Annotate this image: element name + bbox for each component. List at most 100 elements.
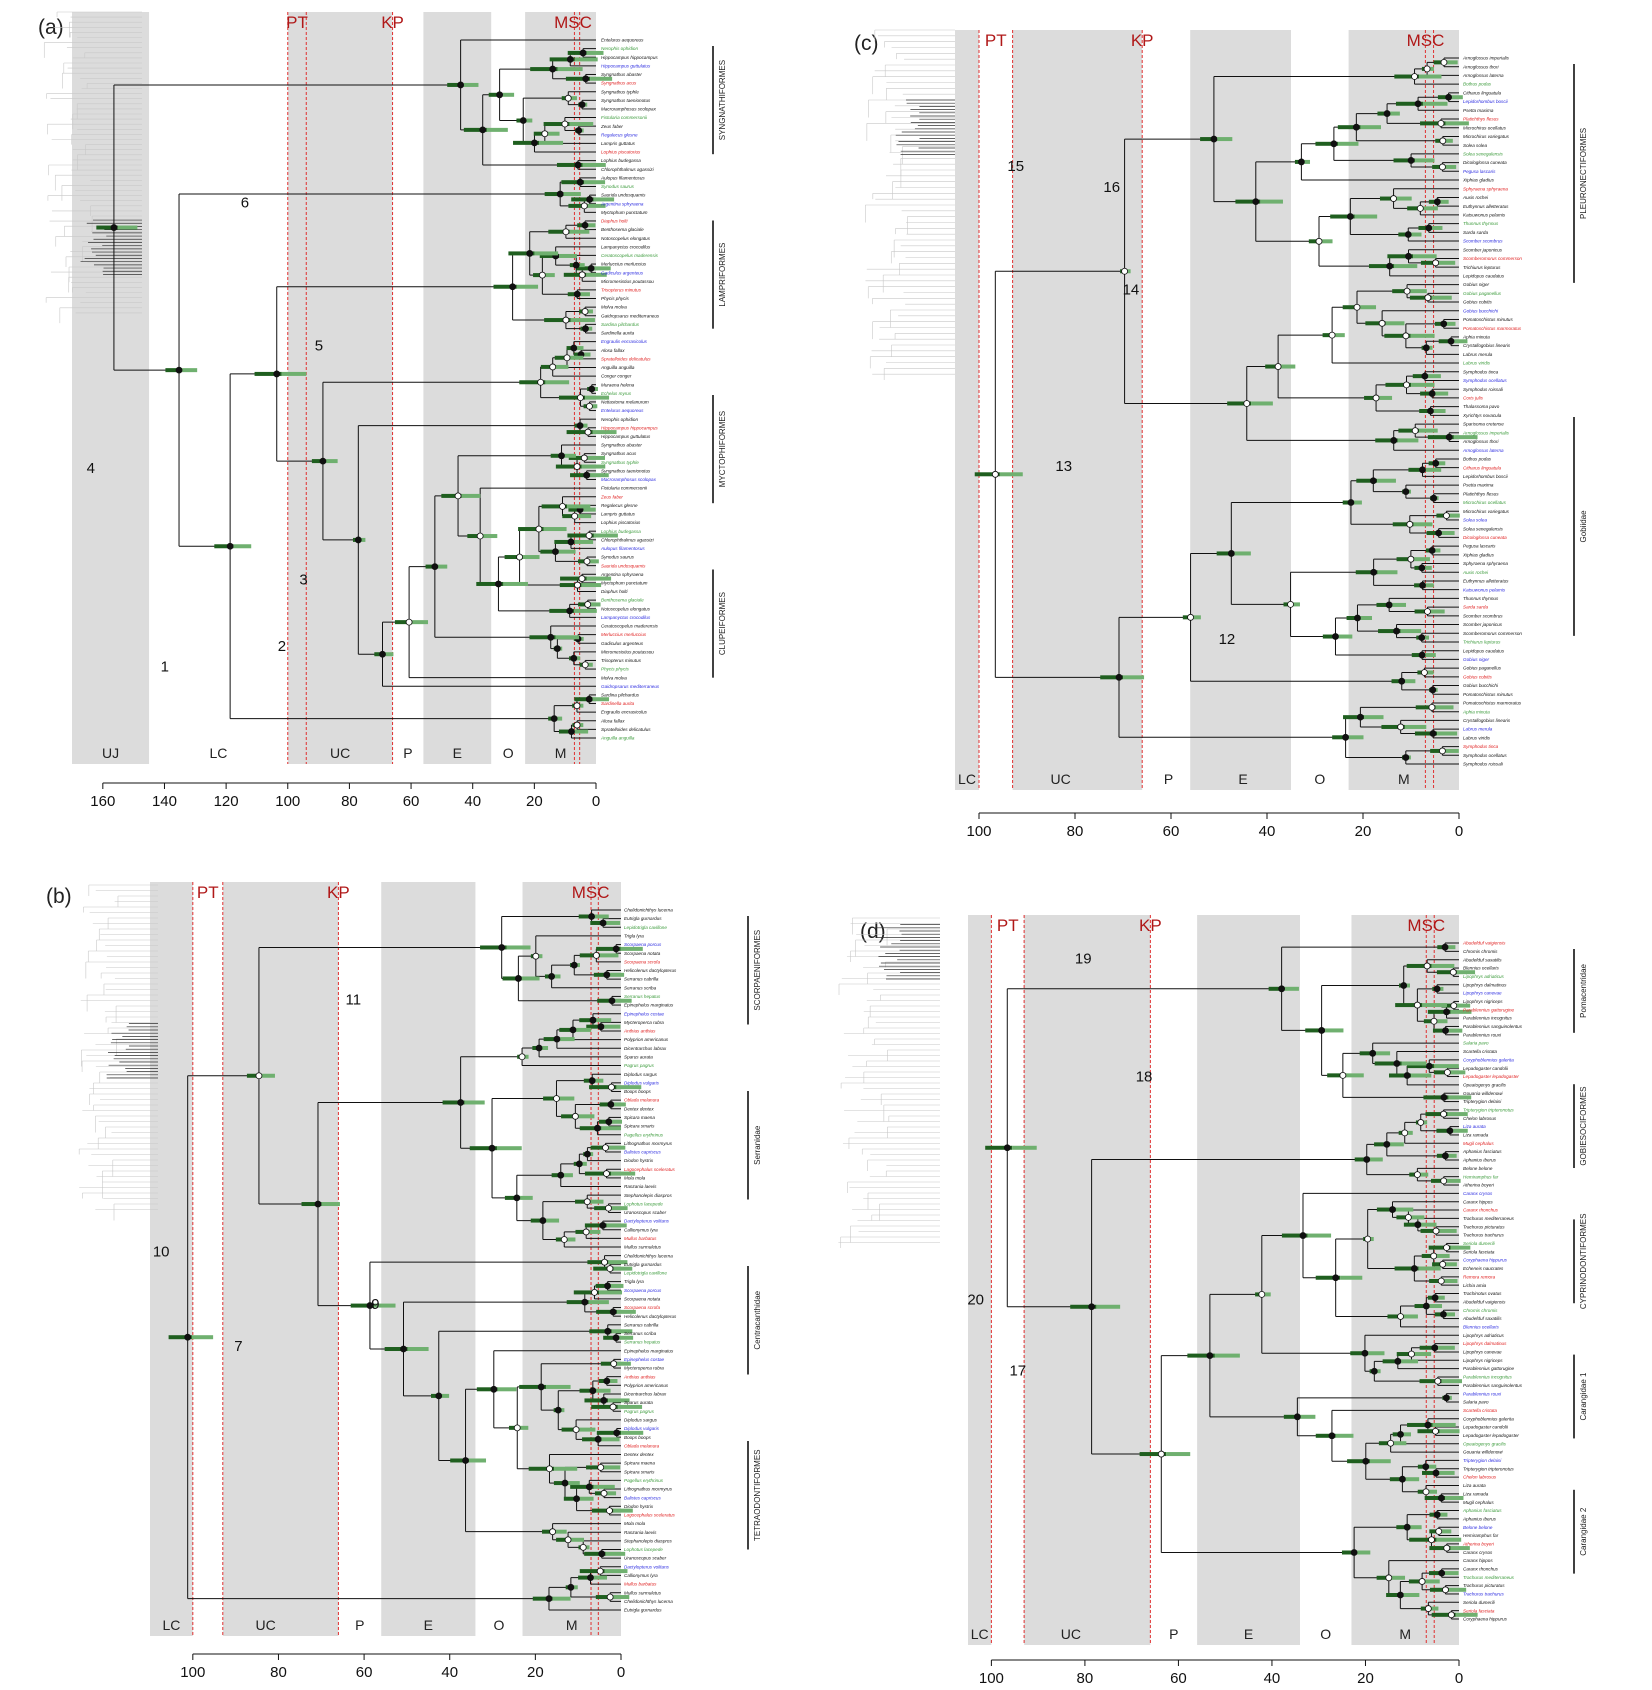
- tree-node: [1332, 1274, 1340, 1282]
- taxon-label: Microchirus ocellatus: [1463, 125, 1507, 130]
- tree-node: [1413, 1001, 1421, 1009]
- taxon-label: Atherina boyeri: [1462, 1183, 1495, 1188]
- ci-bar: [1447, 1112, 1468, 1117]
- taxon-label: Crystallogobius linearis: [1463, 343, 1511, 348]
- ci-bar: [605, 1551, 626, 1556]
- node-number: 20: [967, 1292, 984, 1309]
- tree-node: [1408, 1350, 1415, 1358]
- ci-bar: [1378, 1441, 1394, 1446]
- tree-node: [606, 1593, 614, 1601]
- tree-node: [514, 975, 522, 982]
- tree-node: [566, 55, 574, 63]
- tree-node: [226, 542, 234, 550]
- ci-bar: [1437, 461, 1446, 466]
- tree-node: [431, 563, 439, 570]
- ci-bar: [1394, 1266, 1419, 1271]
- tree-node: [1443, 1394, 1450, 1402]
- ci-bar: [563, 272, 587, 277]
- ci-bar: [1418, 428, 1438, 433]
- taxon-label: Dentex dentex: [624, 1452, 654, 1457]
- ci-bar: [539, 253, 560, 258]
- tree-node: [1425, 1062, 1433, 1070]
- tree-node: [552, 548, 559, 556]
- ci-bar: [1412, 374, 1428, 379]
- ci-bar: [1398, 428, 1419, 433]
- ci-bar: [1422, 1470, 1440, 1475]
- taxon-label: Lipophrys adriaticus: [1463, 1333, 1505, 1338]
- tree-node: [1438, 1569, 1446, 1577]
- taxon-label: Regalecus glesne: [601, 503, 638, 508]
- ci-bar: [1346, 616, 1360, 621]
- taxon-label: Pagrus pagrus: [624, 1409, 655, 1414]
- ci-bar: [576, 266, 595, 271]
- tree-node: [582, 75, 590, 83]
- ci-bar: [568, 203, 588, 208]
- ci-bar: [587, 455, 605, 460]
- ci-bar: [558, 395, 586, 400]
- taxon-label: Parablennius sanguinolentus: [1463, 1024, 1523, 1029]
- ci-bar: [461, 493, 481, 498]
- tree-node: [564, 94, 572, 102]
- taxon-label: Saurida undosquamis: [601, 563, 646, 568]
- ci-bar: [613, 1102, 626, 1107]
- ci-bar: [579, 1126, 602, 1131]
- taxon-label: Macroramphosus scolopax: [601, 107, 657, 112]
- ci-bar: [594, 1491, 607, 1496]
- taxon-label: Symphodus ocellatus: [1463, 378, 1507, 383]
- tree-node: [589, 1387, 597, 1395]
- taxon-label: Chromis chromis: [1463, 949, 1498, 954]
- taxon-label: Lepadogaster lepadogaster: [1463, 1074, 1519, 1079]
- ci-bar: [1386, 1593, 1404, 1598]
- ci-bar: [1284, 986, 1299, 991]
- tree-node: [1441, 943, 1449, 951]
- ci-bar: [1429, 1279, 1444, 1283]
- taxon-label: Trachurus trachurus: [1463, 1592, 1504, 1597]
- tree-node: [1356, 713, 1364, 721]
- tree-node: [1443, 1008, 1450, 1016]
- tree-node: [1425, 224, 1433, 232]
- taxon-label: Mullus surmuletus: [624, 1590, 662, 1595]
- node-number: 1: [161, 659, 169, 676]
- ci-bar: [586, 326, 593, 331]
- ci-bar: [1348, 735, 1364, 740]
- tree-node: [1372, 394, 1380, 402]
- taxon-label: Lagocephalus sceleratus: [624, 1167, 676, 1172]
- ci-bar: [1335, 1433, 1354, 1438]
- taxon-label: Microchirus variegatus: [1463, 509, 1510, 514]
- taxon-label: Lipophrys adriaticus: [1463, 974, 1505, 979]
- tree-node: [1440, 1177, 1448, 1185]
- tree-node: [1258, 1290, 1266, 1298]
- ci-bar: [593, 1266, 614, 1271]
- tree-node: [462, 1457, 469, 1464]
- tree-node: [1318, 1027, 1326, 1034]
- period-label: UJ: [102, 745, 119, 761]
- axis-tick-label: 100: [979, 1670, 1004, 1687]
- taxon-label: Dicentrarchus labrax: [624, 1392, 667, 1397]
- taxon-label: Polyprion americanus: [624, 1383, 669, 1388]
- taxon-label: Dactylopterus volitans: [624, 1219, 670, 1224]
- taxon-label: Thunnus thynnus: [1463, 596, 1499, 601]
- taxon-label: Eutrigla gurnardus: [624, 1262, 662, 1267]
- ci-bar: [1374, 1061, 1402, 1066]
- taxon-label: Arnoglossus thori: [1462, 439, 1499, 444]
- period-label: P: [1164, 771, 1173, 787]
- taxon-label: Pagellus erythrinus: [624, 1132, 664, 1137]
- ci-bar: [566, 1300, 589, 1305]
- ci-bar: [1368, 264, 1395, 269]
- ci-bar: [578, 602, 590, 607]
- tree-node: [1440, 1310, 1447, 1318]
- tree-node: [578, 575, 586, 582]
- taxon-list: Arnoglossus imperialis Arnoglossus thori A…: [1462, 56, 1522, 767]
- ci-bar: [528, 1466, 555, 1471]
- ci-bar: [384, 652, 394, 657]
- tree-node: [1402, 332, 1410, 340]
- ci-bar: [1395, 101, 1423, 106]
- ci-bar: [350, 1303, 375, 1308]
- ci-bar: [1364, 395, 1379, 400]
- ci-bar: [586, 576, 612, 581]
- tree-node: [554, 1406, 562, 1414]
- ci-bar: [1427, 1464, 1437, 1469]
- ci-bar: [566, 430, 593, 435]
- taxon-label: Phycis phycis: [601, 667, 630, 672]
- ci-bar: [165, 368, 183, 373]
